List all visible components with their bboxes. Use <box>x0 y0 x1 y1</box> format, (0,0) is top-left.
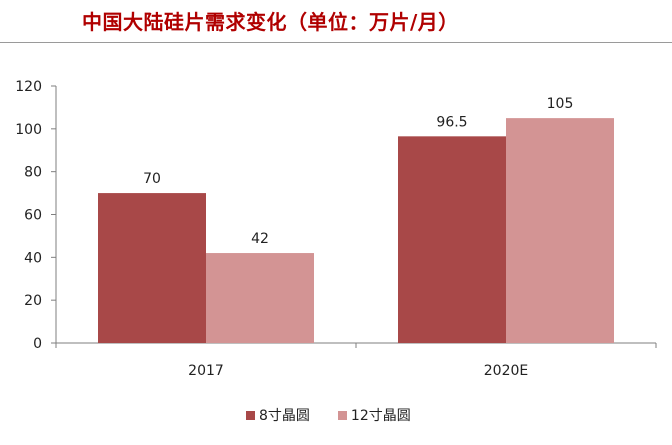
bar-12inch-2017 <box>206 253 314 343</box>
y-tick-label: 100 <box>15 122 42 138</box>
y-tick-label: 20 <box>24 293 42 309</box>
legend-item-12inch: 12寸晶圆 <box>337 405 411 425</box>
legend-swatch-8inch <box>246 410 255 420</box>
legend-swatch-12inch <box>337 410 347 420</box>
bar-12inch-2020E <box>506 118 614 343</box>
bar-data-label: 105 <box>547 96 574 112</box>
y-tick-label: 40 <box>24 250 42 266</box>
legend-label-12inch: 12寸晶圆 <box>350 408 411 424</box>
bar-8inch-2020E <box>398 136 506 343</box>
bar-data-label: 70 <box>143 171 161 187</box>
y-tick-label: 0 <box>33 336 42 352</box>
y-tick-label: 80 <box>24 165 42 181</box>
legend-item-8inch: 8寸晶圆 <box>246 405 310 425</box>
legend-label-8inch: 8寸晶圆 <box>259 408 310 424</box>
x-category-label: 2017 <box>188 363 224 379</box>
bar-8inch-2017 <box>98 193 206 343</box>
chart-legend: 8寸晶圆 12寸晶圆 <box>246 405 411 425</box>
y-tick-label: 120 <box>15 79 42 95</box>
bar-data-label: 96.5 <box>436 114 467 130</box>
bar-data-label: 42 <box>251 231 269 247</box>
x-category-label: 2020E <box>484 363 528 379</box>
chart-title: 中国大陆硅片需求变化（单位：万片/月） <box>82 10 459 34</box>
y-tick-label: 60 <box>24 208 42 224</box>
title-divider <box>0 42 672 43</box>
